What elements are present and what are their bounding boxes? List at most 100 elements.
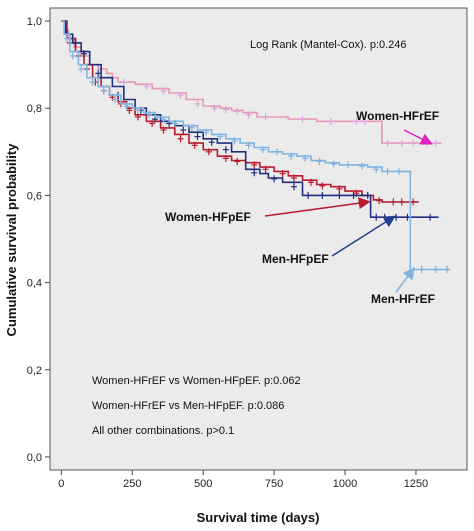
censor-mark-men-hfref	[384, 167, 391, 175]
censor-mark-men-hfref	[432, 266, 439, 274]
y-axis: 0,0 0,2 0,4 0,6 0,8 1,0	[27, 16, 50, 464]
callout-arrow-men-hfref	[395, 267, 415, 293]
y-tick-label: 0,6	[27, 190, 42, 202]
y-axis-title: Cumulative survival probability	[4, 143, 19, 337]
x-tick-label: 1250	[404, 478, 428, 490]
censor-mark-women-hfref	[432, 139, 439, 147]
censor-mark-men-hfref	[359, 162, 366, 170]
censor-mark-men-hfref	[231, 137, 238, 145]
callout-arrow-women-hfpef	[264, 197, 371, 217]
censor-mark-men-hfref	[395, 167, 402, 175]
comparison-3: All other combinations. p>0.1	[92, 425, 234, 437]
censor-mark-women-hfref	[222, 106, 229, 114]
censor-mark-men-hfpef	[95, 69, 102, 77]
censor-mark-men-hfpef	[180, 126, 187, 134]
censor-mark-men-hfref	[134, 106, 141, 114]
x-tick-label: 500	[194, 478, 212, 490]
censor-mark-women-hfpef	[134, 113, 141, 121]
censor-mark-men-hfref	[316, 157, 323, 165]
censor-mark-women-hfpef	[222, 154, 229, 162]
censor-mark-men-hfpef	[427, 213, 434, 221]
censor-mark-men-hfref	[203, 128, 210, 136]
censor-mark-women-hfpef	[307, 178, 314, 186]
censor-mark-men-hfref	[78, 65, 85, 73]
censor-mark-men-hfref	[418, 266, 425, 274]
censor-mark-women-hfref	[143, 82, 150, 90]
censor-mark-women-hfpef	[410, 198, 417, 206]
censor-mark-women-hfpef	[262, 165, 269, 173]
censor-mark-men-hfref	[100, 87, 107, 95]
censor-mark-women-hfref	[245, 111, 252, 119]
x-axis-title: Survival time (days)	[197, 510, 320, 525]
censor-mark-men-hfref	[69, 52, 76, 60]
censor-mark-men-hfpef	[373, 213, 380, 221]
x-tick-label: 1000	[333, 478, 357, 490]
censor-mark-women-hfref	[353, 117, 360, 125]
censor-mark-men-hfpef	[72, 39, 79, 47]
censor-mark-women-hfref	[160, 87, 167, 95]
y-tick-label: 0,4	[27, 278, 42, 290]
censor-mark-men-hfpef	[404, 213, 411, 221]
censor-mark-men-hfpef	[81, 50, 88, 58]
callout-arrow-women-hfref	[403, 129, 433, 145]
censor-mark-women-hfref	[262, 113, 269, 121]
x-tick-label: 250	[123, 478, 141, 490]
y-tick-label: 1,0	[27, 16, 42, 28]
censor-mark-men-hfref	[330, 160, 337, 168]
censor-mark-women-hfpef	[279, 170, 286, 178]
censor-mark-men-hfref	[64, 35, 71, 43]
censor-mark-women-hfref	[120, 78, 127, 86]
censor-mark-women-hfpef	[205, 148, 212, 156]
censor-mark-men-hfref	[444, 266, 451, 274]
censor-mark-men-hfref	[259, 146, 266, 154]
censor-mark-women-hfref	[384, 139, 391, 147]
censor-mark-men-hfref	[160, 115, 167, 123]
series-line-women-hfref	[61, 20, 442, 144]
censor-mark-men-hfref	[171, 120, 178, 127]
censor-mark-men-hfpef	[222, 146, 229, 154]
series-label-women-hfpef: Women-HFpEF	[165, 210, 251, 224]
censor-mark-men-hfref	[188, 124, 195, 132]
censor-mark-women-hfpef	[398, 198, 405, 206]
x-tick-label: 0	[58, 478, 64, 490]
censor-mark-women-hfpef	[160, 126, 167, 134]
x-tick-label: 750	[265, 478, 283, 490]
comparison-2: Women-HFrEF vs Men-HFpEF. p:0.086	[92, 400, 284, 412]
callout-arrow-men-hfpef	[331, 215, 396, 257]
censor-mark-women-hfref	[194, 100, 201, 108]
series-label-women-hfref: Women-HFrEF	[356, 109, 439, 123]
series-label-men-hfref: Men-HFrEF	[371, 292, 435, 306]
censor-mark-women-hfref	[299, 115, 306, 123]
censor-mark-women-hfpef	[376, 197, 383, 205]
censor-mark-women-hfpef	[251, 161, 258, 169]
y-tick-label: 0,2	[27, 365, 42, 377]
censor-mark-women-hfref	[398, 139, 405, 147]
logrank-annotation: Log Rank (Mantel-Cox). p:0.246	[250, 39, 407, 51]
censor-mark-men-hfref	[302, 154, 309, 162]
censor-mark-women-hfpef	[290, 174, 297, 182]
censor-mark-men-hfref	[273, 148, 280, 156]
y-tick-label: 0,0	[27, 452, 42, 464]
censor-mark-women-hfref	[410, 139, 417, 147]
censor-mark-women-hfpef	[234, 157, 241, 165]
censor-mark-men-hfpef	[271, 175, 278, 183]
censor-mark-women-hfref	[234, 107, 241, 115]
censor-mark-men-hfref	[288, 152, 295, 160]
censor-mark-women-hfpef	[126, 106, 133, 114]
censor-mark-men-hfref	[373, 165, 380, 173]
censor-mark-men-hfref	[146, 111, 153, 119]
censor-mark-men-hfref	[217, 133, 224, 141]
censor-mark-men-hfref	[123, 102, 130, 110]
censor-mark-women-hfref	[177, 91, 184, 99]
censor-mark-men-hfref	[89, 78, 96, 86]
callout-layer: Women-HFrEF Women-HFpEF Men-HFpEF Men-HFrEF	[165, 109, 439, 306]
censor-mark-men-hfref	[112, 96, 119, 104]
censor-mark-men-hfref	[245, 141, 252, 149]
series-line-women-hfpef	[61, 20, 419, 203]
y-tick-label: 0,8	[27, 103, 42, 115]
x-axis: 0 250 500 750 1000 1250	[58, 470, 428, 490]
censor-mark-men-hfpef	[319, 191, 326, 199]
censor-mark-women-hfpef	[319, 182, 326, 190]
censor-mark-men-hfpef	[305, 191, 312, 199]
